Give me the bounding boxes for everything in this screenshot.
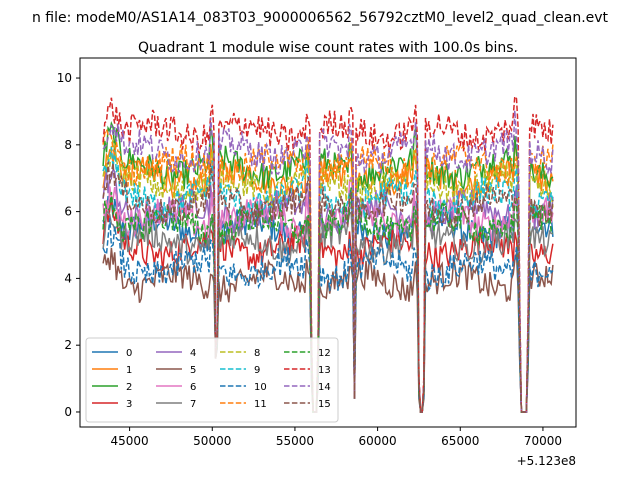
legend-label-11: 11 [254,399,267,410]
series-line-13 [102,94,554,413]
chart-title: Quadrant 1 module wise count rates with … [138,40,518,56]
series-line-8 [102,139,554,413]
y-tick-label: 8 [64,138,72,152]
legend-label-5: 5 [190,365,196,376]
y-tick-label: 4 [64,271,72,285]
legend-label-7: 7 [190,399,196,410]
x-axis-offset-label: +5.123e8 [517,454,576,468]
y-tick-label: 10 [57,71,72,85]
legend-label-3: 3 [126,399,132,410]
series-line-12 [102,187,554,413]
legend-frame [85,337,339,423]
y-tick-label: 0 [64,405,72,419]
series-line-11 [102,127,554,413]
legend-label-14: 14 [318,382,331,393]
x-tick-label: 55000 [276,434,314,448]
legend-label-2: 2 [126,382,132,393]
legend-label-6: 6 [190,382,196,393]
legend-label-13: 13 [318,365,331,376]
series-layer [102,94,554,413]
x-tick-label: 45000 [111,434,149,448]
series-line-14 [102,110,554,413]
legend-label-1: 1 [126,365,132,376]
x-tick-label: 50000 [193,434,231,448]
legend-label-9: 9 [254,365,260,376]
series-line-7 [102,210,553,413]
legend-label-15: 15 [318,399,331,410]
y-tick-label: 2 [64,338,72,352]
x-tick-label: 65000 [441,434,479,448]
legend-label-8: 8 [254,348,260,359]
legend-label-0: 0 [126,348,132,359]
series-line-15 [102,161,554,413]
y-axis: 0 2 4 6 8 10 [57,71,80,419]
x-tick-label: 60000 [359,434,397,448]
x-axis: 45000 50000 55000 60000 65000 70000 [111,427,562,448]
legend-label-10: 10 [254,382,267,393]
legend-label-4: 4 [190,348,196,359]
x-tick-label: 70000 [524,434,562,448]
plot-area-frame [79,57,577,428]
y-tick-label: 6 [64,205,72,219]
series-line-10 [102,218,554,413]
figure-suptitle: n file: modeM0/AS1A14_083T03_9000006562_… [32,10,609,26]
legend-label-12: 12 [318,348,331,359]
